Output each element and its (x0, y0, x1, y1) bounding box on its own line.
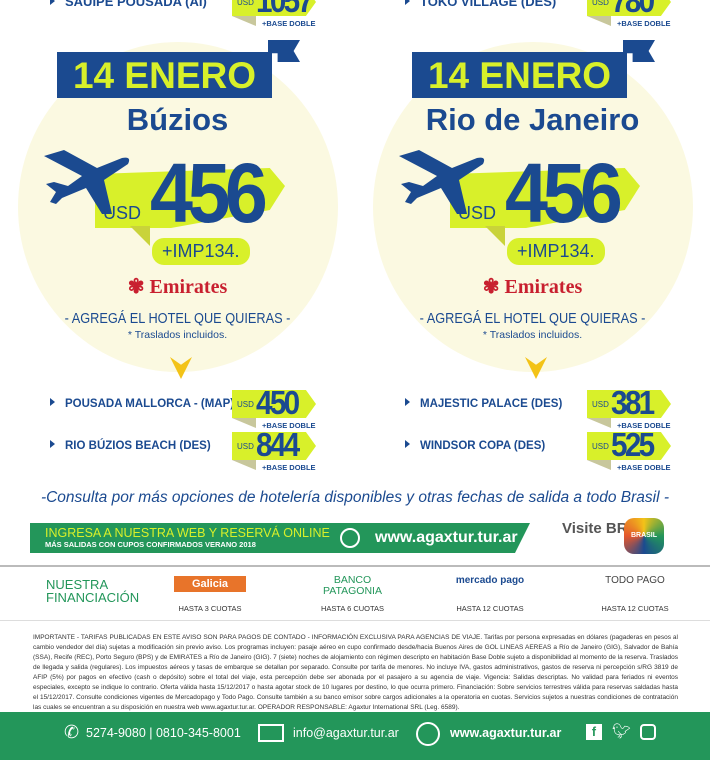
flag-decoration (268, 40, 300, 62)
flight-price: 456 (150, 146, 268, 240)
add-hotel-text: - AGREGÁ EL HOTEL QUE QUIERAS - (64, 310, 291, 327)
banner-web-link[interactable]: www.agaxtur.tur.ar (375, 529, 518, 546)
base-doble: +BASE DOBLE (617, 19, 671, 28)
instagram-icon[interactable] (640, 724, 656, 740)
price-tag: USD 844 +BASE DOBLE (232, 426, 322, 476)
banco-patagonia: BANCO PATAGONIA HASTA 6 CUOTAS (320, 574, 385, 614)
currency: USD (103, 203, 142, 223)
web-link[interactable]: www.agaxtur.tur.ar (450, 726, 562, 740)
base-doble: +BASE DOBLE (617, 421, 671, 430)
hotel-name: POUSADA MALLORCA - (MAP) (65, 398, 235, 410)
add-hotel-text: - AGREGÁ EL HOTEL QUE QUIERAS - (419, 310, 646, 327)
base-doble: +BASE DOBLE (617, 463, 671, 472)
base-doble: +BASE DOBLE (262, 19, 316, 28)
currency: USD (592, 400, 609, 409)
hotel-price: 381 (611, 384, 655, 421)
price-tag: USD 1057 +BASE DOBLE (232, 0, 322, 32)
base-doble: +BASE DOBLE (262, 421, 316, 430)
date-banner: 14 ENERO (57, 52, 272, 98)
currency: USD (237, 442, 254, 451)
price-tag: USD 780 +BASE DOBLE (587, 0, 677, 32)
flight-price: 456 (505, 146, 623, 240)
bullet-icon (50, 398, 55, 406)
hotel-name: RIO BÚZIOS BEACH (DES) (65, 440, 211, 452)
transfers-note: * Traslados incluidos. (127, 329, 228, 341)
email-link[interactable]: info@agaxtur.tur.ar (293, 726, 399, 740)
offer-column: SAUIPE POUSADA (AI) USD 1057 +BASE DOBLE 1… (0, 0, 355, 490)
offer-column: TOKO VILLAGE (DES) USD 780 +BASE DOBLE 14 … (355, 0, 710, 490)
twitter-icon[interactable]: 🐦︎ (612, 723, 632, 740)
emirates-logo: ✾ Emirates (482, 276, 583, 298)
hotel-name: MAJESTIC PALACE (DES) (420, 398, 563, 410)
currency: USD (592, 0, 609, 7)
currency: USD (237, 0, 254, 7)
hotel-item: RIO BÚZIOS BEACH (DES) (50, 440, 211, 452)
divider (0, 620, 710, 621)
hotel-name: WINDSOR COPA (DES) (420, 440, 546, 452)
emirates-logo: ✾ Emirates (127, 276, 228, 298)
globe-icon (416, 722, 440, 746)
phone-icon: ✆ (64, 722, 80, 742)
galicia: Galicia HASTA 3 CUOTAS (170, 570, 250, 613)
airplane-icon (44, 150, 130, 214)
hotel-item: POUSADA MALLORCA - (MAP) (50, 398, 234, 410)
mail-icon (258, 724, 284, 742)
hotel-price: 525 (611, 426, 655, 463)
hotel-price: 844 (256, 426, 300, 463)
price-tag: USD 381 +BASE DOBLE (587, 384, 677, 434)
currency: USD (458, 203, 497, 223)
price-tag: USD 525 +BASE DOBLE (587, 426, 677, 476)
todo-pago: TODO PAGO HASTA 12 CUOTAS (601, 575, 669, 613)
date-banner: 14 ENERO (412, 52, 627, 98)
hotel-price: 1057 (256, 0, 314, 19)
phone-numbers[interactable]: 5274-9080 | 0810-345-8001 (86, 726, 241, 740)
hotel-item: WINDSOR COPA (DES) (405, 440, 545, 452)
consulta-text: -Consulta por más opciones de hotelería … (40, 489, 670, 506)
hotel-name: TOKO VILLAGE (DES) (420, 0, 557, 9)
taxes: +IMP134. (507, 238, 605, 265)
footer: ✆ 5274-9080 | 0810-345-8001 info@agaxtur… (0, 712, 710, 760)
hotel-price: 450 (256, 384, 300, 421)
hotel-item: TOKO VILLAGE (DES) (405, 0, 556, 9)
destination-title: Búzios (126, 102, 229, 137)
bullet-icon (405, 0, 410, 5)
destination-title: Rio de Janeiro (425, 102, 640, 137)
bullet-icon (405, 440, 410, 448)
hotel-item: SAUIPE POUSADA (AI) (50, 0, 207, 9)
flag-decoration (623, 40, 655, 62)
divider (0, 565, 710, 567)
price-tag: USD 450 +BASE DOBLE (232, 384, 322, 434)
currency: USD (237, 400, 254, 409)
banner-line1: INGRESA A NUESTRA WEB Y RESERVÁ ONLINE (45, 526, 330, 540)
bullet-icon (50, 0, 55, 5)
hotel-name: SAUIPE POUSADA (AI) (65, 0, 207, 9)
base-doble: +BASE DOBLE (262, 463, 316, 472)
airplane-icon (399, 150, 485, 214)
currency: USD (592, 442, 609, 451)
hotel-price: 780 (611, 0, 655, 19)
brasil-logo: BRASIL (624, 518, 664, 554)
taxes: +IMP134. (152, 238, 250, 265)
web-banner[interactable]: INGRESA A NUESTRA WEB Y RESERVÁ ONLINE M… (30, 523, 530, 553)
mercado-pago: mercado pago HASTA 12 CUOTAS (455, 575, 525, 613)
bullet-icon (50, 440, 55, 448)
bullet-icon (405, 398, 410, 406)
globe-icon (340, 528, 360, 548)
financing-title: NUESTRA FINANCIACIÓN (46, 577, 140, 605)
banner-line2: MÁS SALIDAS CON CUPOS CONFIRMADOS VERANO… (45, 540, 256, 549)
legal-text: IMPORTANTE - TARIFAS PUBLICADAS EN ESTE … (33, 634, 678, 711)
hotel-item: MAJESTIC PALACE (DES) (405, 398, 562, 410)
facebook-icon[interactable]: f (586, 724, 602, 740)
transfers-note: * Traslados incluidos. (482, 329, 583, 341)
